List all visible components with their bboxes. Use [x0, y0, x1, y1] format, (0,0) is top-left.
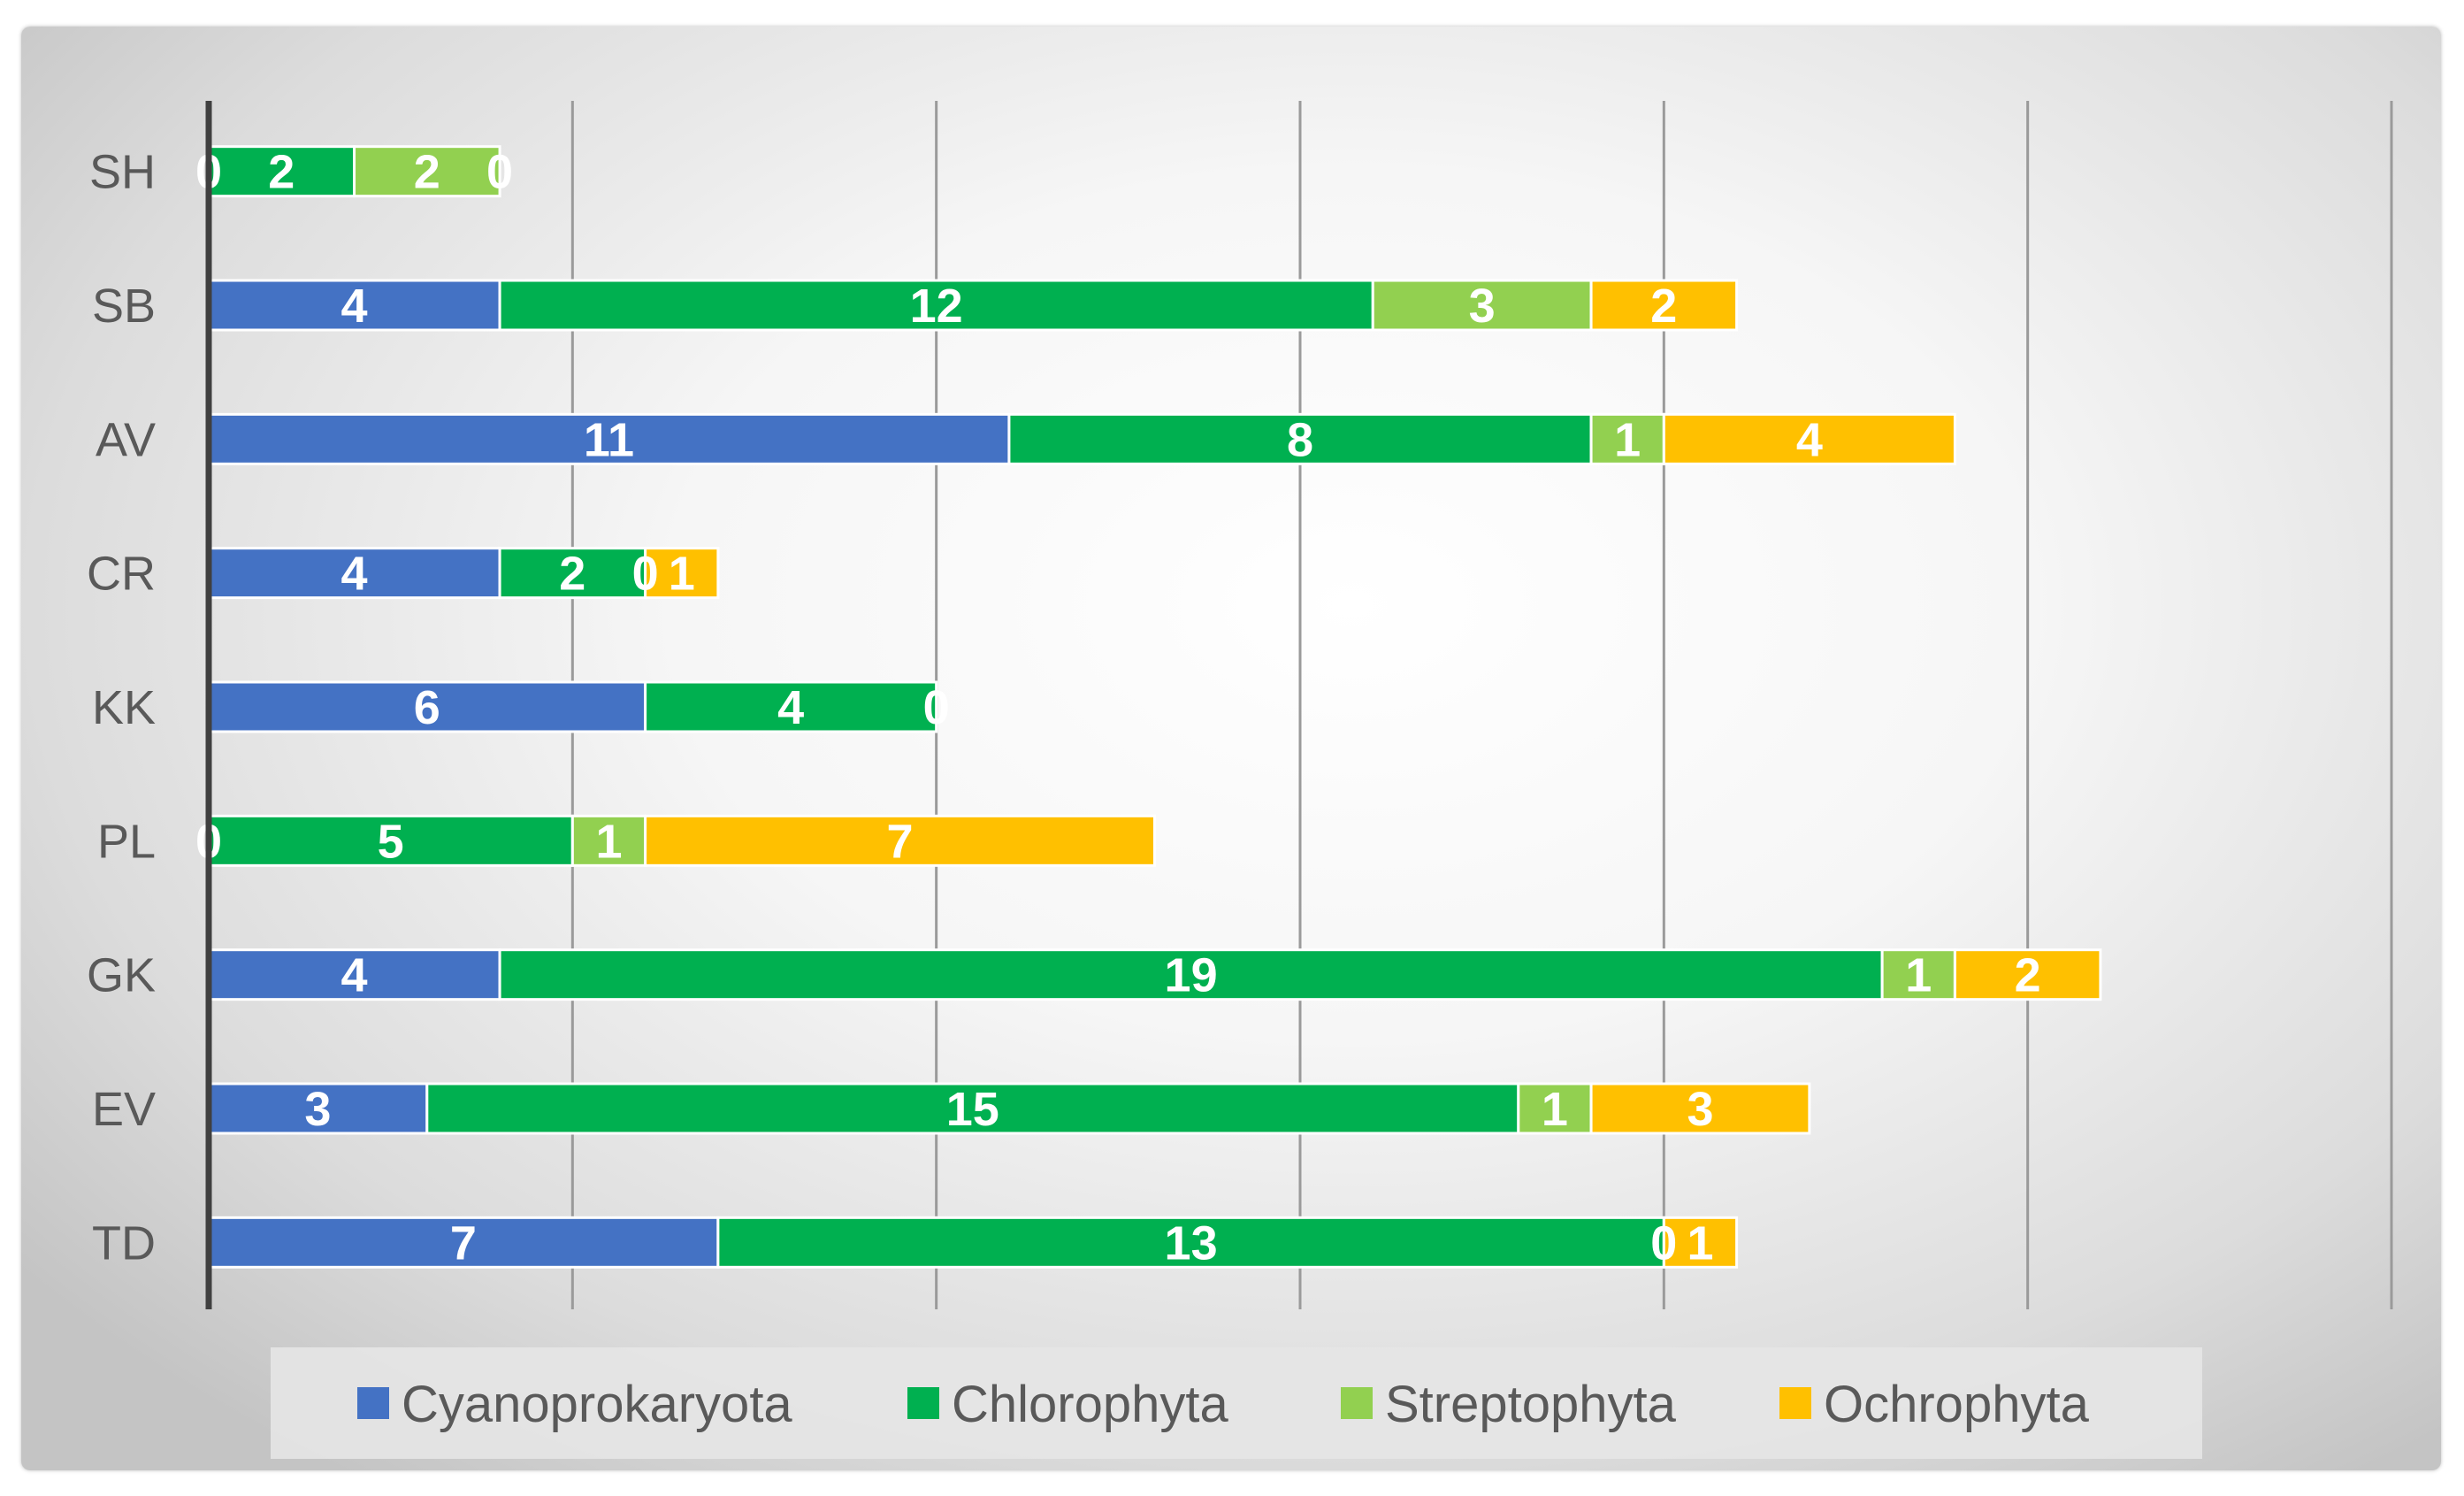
data-label-ev-cyanoprokaryota: 3 — [304, 1083, 331, 1136]
legend-swatch-ochrophyta — [1779, 1387, 1811, 1419]
data-label-gk-ochrophyta: 2 — [2015, 949, 2041, 1002]
data-label-td-cyanoprokaryota: 7 — [450, 1216, 477, 1270]
bar-sb-ochrophyta — [1589, 279, 1739, 332]
data-label-sh-streptophyta: 2 — [414, 146, 440, 199]
category-label-ev: EV — [92, 1083, 156, 1136]
category-label-cr: CR — [87, 548, 156, 601]
bar-td-cyanoprokaryota — [207, 1216, 720, 1269]
data-label-cr-cyanoprokaryota: 4 — [341, 548, 368, 601]
data-label-td-chlorophyta: 13 — [1165, 1216, 1218, 1270]
data-label-pl-streptophyta: 1 — [595, 815, 622, 868]
bar-cr-ochrophyta — [644, 547, 720, 600]
data-label-pl-ochrophyta: 7 — [887, 815, 914, 868]
legend-label-chlorophyta: Chlorophyta — [952, 1376, 1228, 1433]
data-label-sb-chlorophyta: 12 — [910, 280, 963, 333]
data-label-av-streptophyta: 1 — [1614, 413, 1641, 466]
bar-kk-cyanoprokaryota — [207, 680, 647, 733]
data-label-pl-chlorophyta: 5 — [378, 815, 404, 868]
bar-ev-ochrophyta — [1589, 1082, 1811, 1135]
data-label-av-ochrophyta: 4 — [1796, 413, 1823, 466]
data-label-cr-chlorophyta: 2 — [559, 548, 585, 601]
data-label-kk-cyanoprokaryota: 6 — [414, 681, 440, 734]
legend-swatch-chlorophyta — [907, 1387, 939, 1419]
data-label-kk-streptophyta: 0 — [923, 681, 950, 734]
bar-cr-chlorophyta — [498, 547, 647, 600]
bar-sh-streptophyta — [353, 145, 501, 198]
category-label-gk: GK — [87, 949, 156, 1002]
bar-sb-chlorophyta — [498, 279, 1374, 332]
legend-label-streptophyta: Streptophyta — [1385, 1376, 1677, 1433]
bar-sh-chlorophyta — [207, 145, 356, 198]
category-label-kk: KK — [92, 681, 156, 734]
data-label-sh-chlorophyta: 2 — [268, 146, 295, 199]
data-label-av-cyanoprokaryota: 11 — [584, 413, 634, 466]
category-label-sh: SH — [89, 146, 156, 199]
bar-gk-ochrophyta — [1953, 948, 2102, 1001]
data-label-td-ochrophyta: 1 — [1687, 1216, 1713, 1270]
chart-frame: 0220412321181442016400517419123151371301… — [21, 27, 2441, 1470]
bar-av-cyanoprokaryota — [207, 412, 1011, 465]
data-label-sb-ochrophyta: 2 — [1650, 280, 1677, 333]
category-label-pl: PL — [97, 815, 156, 868]
data-label-td-streptophyta: 0 — [1650, 1216, 1677, 1270]
category-label-td: TD — [92, 1216, 156, 1270]
data-label-sb-streptophyta: 3 — [1469, 280, 1496, 333]
category-axis-labels: SH SB AV CR KK PL GK EV TD — [87, 146, 156, 1270]
data-label-gk-cyanoprokaryota: 4 — [341, 949, 368, 1002]
category-label-sb: SB — [92, 280, 156, 333]
legend-label-ochrophyta: Ochrophyta — [1824, 1376, 2090, 1433]
bar-sb-streptophyta — [1371, 279, 1593, 332]
bar-cr-cyanoprokaryota — [207, 547, 501, 600]
category-label-av: AV — [96, 413, 156, 466]
data-label-sb-cyanoprokaryota: 4 — [341, 280, 368, 333]
bar-av-ochrophyta — [1662, 412, 1956, 465]
bar-kk-chlorophyta — [644, 680, 938, 733]
data-labels: 0220412321181442016400517419123151371301 — [195, 146, 2041, 1270]
legend-swatch-streptophyta — [1341, 1387, 1373, 1419]
data-label-ev-chlorophyta: 15 — [946, 1083, 999, 1136]
legend-swatch-cyanoprokaryota — [357, 1387, 389, 1419]
bar-av-streptophyta — [1589, 412, 1665, 465]
data-label-cr-streptophyta: 0 — [632, 548, 659, 601]
data-label-gk-chlorophyta: 19 — [1165, 949, 1218, 1002]
legend-box — [271, 1347, 2202, 1459]
data-label-av-chlorophyta: 8 — [1287, 413, 1313, 466]
data-label-kk-chlorophyta: 4 — [777, 681, 804, 734]
stacked-bar-chart: 0220412321181442016400517419123151371301… — [87, 101, 2393, 1459]
bar-td-chlorophyta — [716, 1216, 1665, 1269]
bar-ev-chlorophyta — [425, 1082, 1520, 1135]
legend-label-cyanoprokaryota: Cyanoprokaryota — [402, 1376, 792, 1433]
bar-pl-streptophyta — [570, 814, 647, 867]
data-label-gk-streptophyta: 1 — [1905, 949, 1932, 1002]
data-label-ev-ochrophyta: 3 — [1687, 1083, 1713, 1136]
data-label-sh-ochrophyta: 0 — [486, 146, 513, 199]
legend: Cyanoprokaryota Chlorophyta Streptophyta Oc… — [271, 1347, 2202, 1459]
bar-td-ochrophyta — [1662, 1216, 1739, 1269]
data-label-ev-streptophyta: 1 — [1542, 1083, 1568, 1136]
bars — [207, 145, 2102, 1269]
data-label-cr-ochrophyta: 1 — [669, 548, 695, 601]
bar-av-chlorophyta — [1007, 412, 1593, 465]
bar-pl-ochrophyta — [644, 814, 1156, 867]
